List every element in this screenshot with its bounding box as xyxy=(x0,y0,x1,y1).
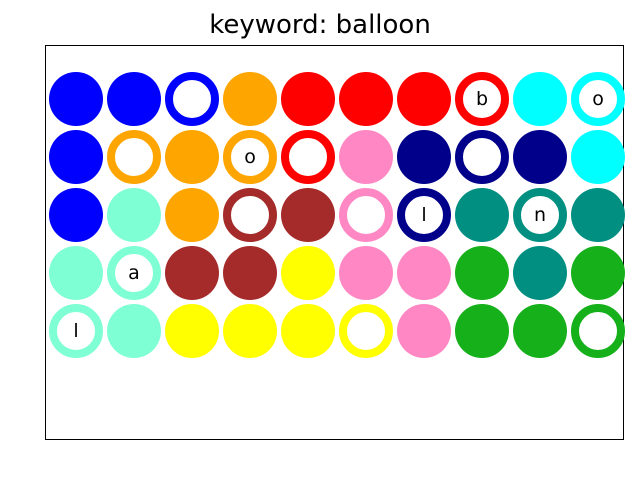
teal-filled-circle[interactable] xyxy=(513,246,567,300)
red-filled-circle[interactable] xyxy=(281,72,335,126)
aquamarine-filled-circle[interactable] xyxy=(107,188,161,242)
green-filled-circle[interactable] xyxy=(571,246,625,300)
yellow-filled-circle[interactable] xyxy=(281,246,335,300)
aquamarine-ring-circle[interactable]: a xyxy=(107,246,161,300)
teal-ring-circle[interactable]: n xyxy=(513,188,567,242)
orange-filled-circle[interactable] xyxy=(165,188,219,242)
pink-filled-circle[interactable] xyxy=(397,304,451,358)
aquamarine-ring-circle[interactable]: l xyxy=(49,304,103,358)
teal-filled-circle[interactable] xyxy=(571,188,625,242)
green-ring-circle[interactable] xyxy=(571,304,625,358)
brown-filled-circle[interactable] xyxy=(223,246,277,300)
green-filled-circle[interactable] xyxy=(455,246,509,300)
game-title: keyword: balloon xyxy=(209,10,431,40)
aquamarine-filled-circle[interactable] xyxy=(49,246,103,300)
pink-ring-circle[interactable] xyxy=(339,188,393,242)
green-filled-circle[interactable] xyxy=(513,304,567,358)
navy-filled-circle[interactable] xyxy=(397,130,451,184)
orange-filled-circle[interactable] xyxy=(223,72,277,126)
circle-letter: o xyxy=(592,87,604,110)
circle-letter: l xyxy=(421,203,427,226)
brown-ring-circle[interactable] xyxy=(223,188,277,242)
red-filled-circle[interactable] xyxy=(397,72,451,126)
blue-filled-circle[interactable] xyxy=(49,188,103,242)
yellow-filled-circle[interactable] xyxy=(165,304,219,358)
circle-letter: n xyxy=(533,203,547,226)
red-filled-circle[interactable] xyxy=(339,72,393,126)
navy-ring-circle[interactable]: l xyxy=(397,188,451,242)
yellow-ring-circle[interactable] xyxy=(339,304,393,358)
navy-filled-circle[interactable] xyxy=(513,130,567,184)
brown-filled-circle[interactable] xyxy=(165,246,219,300)
cyan-filled-circle[interactable] xyxy=(513,72,567,126)
blue-ring-circle[interactable] xyxy=(165,72,219,126)
blue-filled-circle[interactable] xyxy=(49,72,103,126)
yellow-filled-circle[interactable] xyxy=(223,304,277,358)
aquamarine-filled-circle[interactable] xyxy=(107,304,161,358)
navy-ring-circle[interactable] xyxy=(455,130,509,184)
pink-filled-circle[interactable] xyxy=(339,246,393,300)
circle-letter: o xyxy=(244,145,256,168)
brown-filled-circle[interactable] xyxy=(281,188,335,242)
orange-ring-circle[interactable] xyxy=(107,130,161,184)
cyan-filled-circle[interactable] xyxy=(571,130,625,184)
circle-letter: a xyxy=(128,261,140,284)
green-filled-circle[interactable] xyxy=(455,304,509,358)
game-board: b o o l n a l xyxy=(45,45,625,440)
blue-filled-circle[interactable] xyxy=(107,72,161,126)
red-ring-circle[interactable]: b xyxy=(455,72,509,126)
cyan-ring-circle[interactable]: o xyxy=(571,72,625,126)
orange-ring-circle[interactable]: o xyxy=(223,130,277,184)
red-ring-circle[interactable] xyxy=(281,130,335,184)
yellow-filled-circle[interactable] xyxy=(281,304,335,358)
orange-filled-circle[interactable] xyxy=(165,130,219,184)
blue-filled-circle[interactable] xyxy=(49,130,103,184)
teal-filled-circle[interactable] xyxy=(455,188,509,242)
pink-filled-circle[interactable] xyxy=(339,130,393,184)
circle-letter: b xyxy=(475,87,489,110)
pink-filled-circle[interactable] xyxy=(397,246,451,300)
circle-letter: l xyxy=(73,319,79,342)
